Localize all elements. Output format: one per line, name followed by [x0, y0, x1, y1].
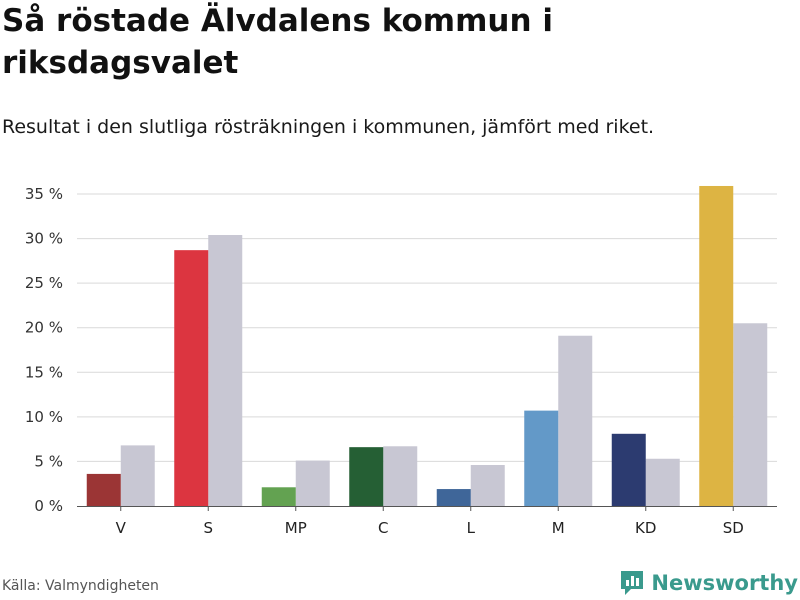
y-tick-label: 0 % — [34, 497, 63, 515]
brand-logo[interactable]: Newsworthy — [619, 568, 798, 598]
x-tick-label: S — [203, 519, 213, 537]
x-tick-label: V — [116, 519, 127, 537]
bar-riket-l — [470, 464, 505, 506]
bar-kommun-sd — [699, 185, 734, 506]
x-tick-label: L — [467, 519, 476, 537]
y-tick-label: 20 % — [25, 319, 63, 337]
y-tick-label: 35 % — [25, 185, 63, 203]
bar-riket-mp — [295, 460, 330, 506]
y-tick-label: 30 % — [25, 230, 63, 248]
newsworthy-logo-icon — [621, 571, 644, 595]
bar-riket-m — [558, 335, 593, 506]
chart-subtitle: Resultat i den slutliga rösträkningen i … — [2, 116, 655, 138]
bar-riket-kd — [645, 458, 680, 506]
y-tick-label: 25 % — [25, 274, 63, 292]
x-tick-label: C — [378, 519, 388, 537]
x-tick-label: MP — [285, 519, 307, 537]
y-tick-label: 5 % — [34, 452, 63, 470]
x-tick-label: SD — [723, 519, 744, 537]
bars — [86, 185, 768, 506]
bar-chart: 0 % 5 % 10 % 15 % 20 % 25 % 30 % 35 % V S MP C L M KD S… — [25, 185, 777, 537]
y-tick-label: 10 % — [25, 408, 63, 426]
y-tick-label: 15 % — [25, 363, 63, 381]
bar-kommun-s — [174, 250, 209, 506]
x-tick-label: M — [552, 519, 565, 537]
bar-kommun-kd — [611, 433, 646, 506]
bar-kommun-m — [524, 410, 559, 506]
bar-kommun-l — [436, 489, 471, 506]
bar-riket-c — [383, 446, 418, 506]
brand-name: Newsworthy — [651, 571, 798, 595]
bar-kommun-c — [349, 447, 384, 506]
bar-kommun-mp — [261, 487, 296, 506]
bar-kommun-v — [86, 473, 121, 506]
source-note: Källa: Valmyndigheten — [2, 578, 159, 594]
bar-riket-v — [120, 445, 155, 506]
bar-riket-sd — [733, 323, 768, 506]
bar-riket-s — [208, 235, 243, 506]
chart-title: Så röstade Älvdalens kommun i riksdagsva… — [2, 3, 553, 81]
axes: 0 % 5 % 10 % 15 % 20 % 25 % 30 % 35 % V S MP C L M KD S… — [25, 185, 777, 537]
x-tick-label: KD — [635, 519, 656, 537]
